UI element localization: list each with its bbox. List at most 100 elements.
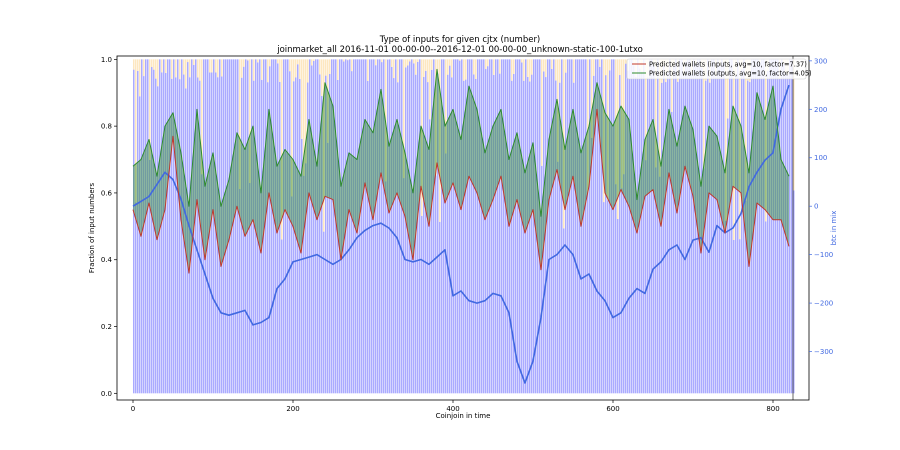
bar-remix [351, 59, 353, 72]
bar-remix [397, 59, 399, 83]
bar-fresh [207, 59, 209, 394]
y-tick-label: 0.2 [101, 323, 112, 331]
y2-tick-label: −100 [814, 251, 833, 259]
bar-fresh [175, 77, 177, 394]
bar-remix [267, 59, 269, 83]
bar-remix [559, 59, 561, 83]
bar-remix [619, 59, 621, 76]
bar-remix [135, 59, 137, 203]
bar-fresh [417, 61, 419, 394]
bar-fresh [501, 59, 503, 394]
bar-remix [153, 59, 155, 70]
bar-remix [281, 59, 283, 240]
chart-title: Type of inputs for given cjtx (number) [379, 35, 541, 45]
bar-remix [151, 59, 153, 68]
y-axis: 0.0 0.2 0.4 0.6 0.8 1.0 [101, 56, 117, 398]
y-tick-label: 1.0 [101, 56, 112, 64]
bar-fresh [719, 65, 721, 394]
legend-box [626, 58, 807, 80]
bar-remix [623, 59, 625, 175]
bar-fresh [375, 65, 377, 394]
y2-axis-label: btc in mix [830, 211, 838, 246]
bar-fresh [409, 61, 411, 394]
bar-fresh [461, 59, 463, 394]
bar-remix [487, 59, 489, 67]
bar-remix [493, 59, 495, 75]
bar-fresh [755, 59, 757, 394]
bar-fresh [447, 74, 449, 394]
bar-fresh [453, 59, 455, 394]
bar-fresh [217, 77, 219, 394]
bar-fresh [147, 59, 149, 394]
bar-fresh [519, 59, 521, 394]
bar-remix [171, 59, 173, 79]
bar-fresh [713, 59, 715, 394]
bar-remix [565, 59, 567, 73]
bar-fresh [641, 71, 643, 394]
bar-fresh [633, 65, 635, 394]
bar-remix [521, 59, 523, 63]
bar-fresh [339, 59, 341, 394]
bar-fresh [433, 59, 435, 394]
bar-fresh [577, 59, 579, 394]
bar-fresh [459, 60, 461, 394]
bar-fresh [153, 69, 155, 394]
bar-fresh [327, 142, 329, 394]
bar-fresh [185, 88, 187, 394]
bar-fresh [735, 75, 737, 394]
bar-fresh [465, 79, 467, 394]
bar-fresh [579, 59, 581, 394]
bar-remix [137, 59, 139, 71]
bar-fresh [611, 59, 613, 394]
bar-fresh [473, 74, 475, 394]
bar-fresh [571, 59, 573, 394]
bar-fresh [457, 59, 459, 394]
bar-fresh [729, 59, 731, 394]
bar-fresh [773, 59, 775, 394]
bar-fresh [323, 231, 325, 394]
bar-fresh [757, 59, 759, 394]
bar-remix [531, 59, 533, 75]
bar-remix [429, 59, 431, 120]
bar-remix [557, 59, 559, 162]
bar-remix [409, 59, 411, 62]
bar-fresh [431, 69, 433, 394]
bar-fresh [551, 69, 553, 394]
bar-remix [197, 59, 199, 78]
y2-tick-label: 200 [814, 106, 827, 114]
bar-fresh [179, 79, 181, 394]
bar-remix [511, 59, 513, 81]
bar-fresh [725, 220, 727, 394]
bar-fresh [775, 59, 777, 394]
bar-fresh [645, 160, 647, 394]
bar-fresh [411, 59, 413, 394]
bar-fresh [279, 81, 281, 394]
bar-fresh [173, 59, 175, 394]
bar-remix [423, 59, 425, 77]
bar-fresh [743, 59, 745, 394]
bar-fresh [699, 59, 701, 394]
bar-fresh [379, 59, 381, 394]
bar-remix [733, 59, 735, 240]
bar-remix [221, 59, 223, 77]
bar-fresh [165, 72, 167, 394]
bar-fresh [747, 80, 749, 394]
bar-fresh [263, 59, 265, 394]
bar-fresh [481, 59, 483, 394]
bar-remix [727, 59, 729, 119]
bar-fresh [425, 70, 427, 394]
bar-fresh [177, 59, 179, 394]
bar-fresh [253, 80, 255, 394]
y2-axis: −300 −200 −100 0 100 200 300 [809, 57, 833, 356]
bar-fresh [617, 219, 619, 394]
bar-fresh [685, 61, 687, 394]
x-tick-label: 200 [286, 405, 299, 413]
bar-fresh [389, 59, 391, 394]
bar-fresh [697, 59, 699, 394]
bar-fresh [603, 202, 605, 394]
bar-remix [239, 59, 241, 189]
bar-remix [485, 59, 487, 70]
bar-fresh [359, 59, 361, 394]
bar-fresh [621, 188, 623, 394]
bar-fresh [721, 59, 723, 394]
